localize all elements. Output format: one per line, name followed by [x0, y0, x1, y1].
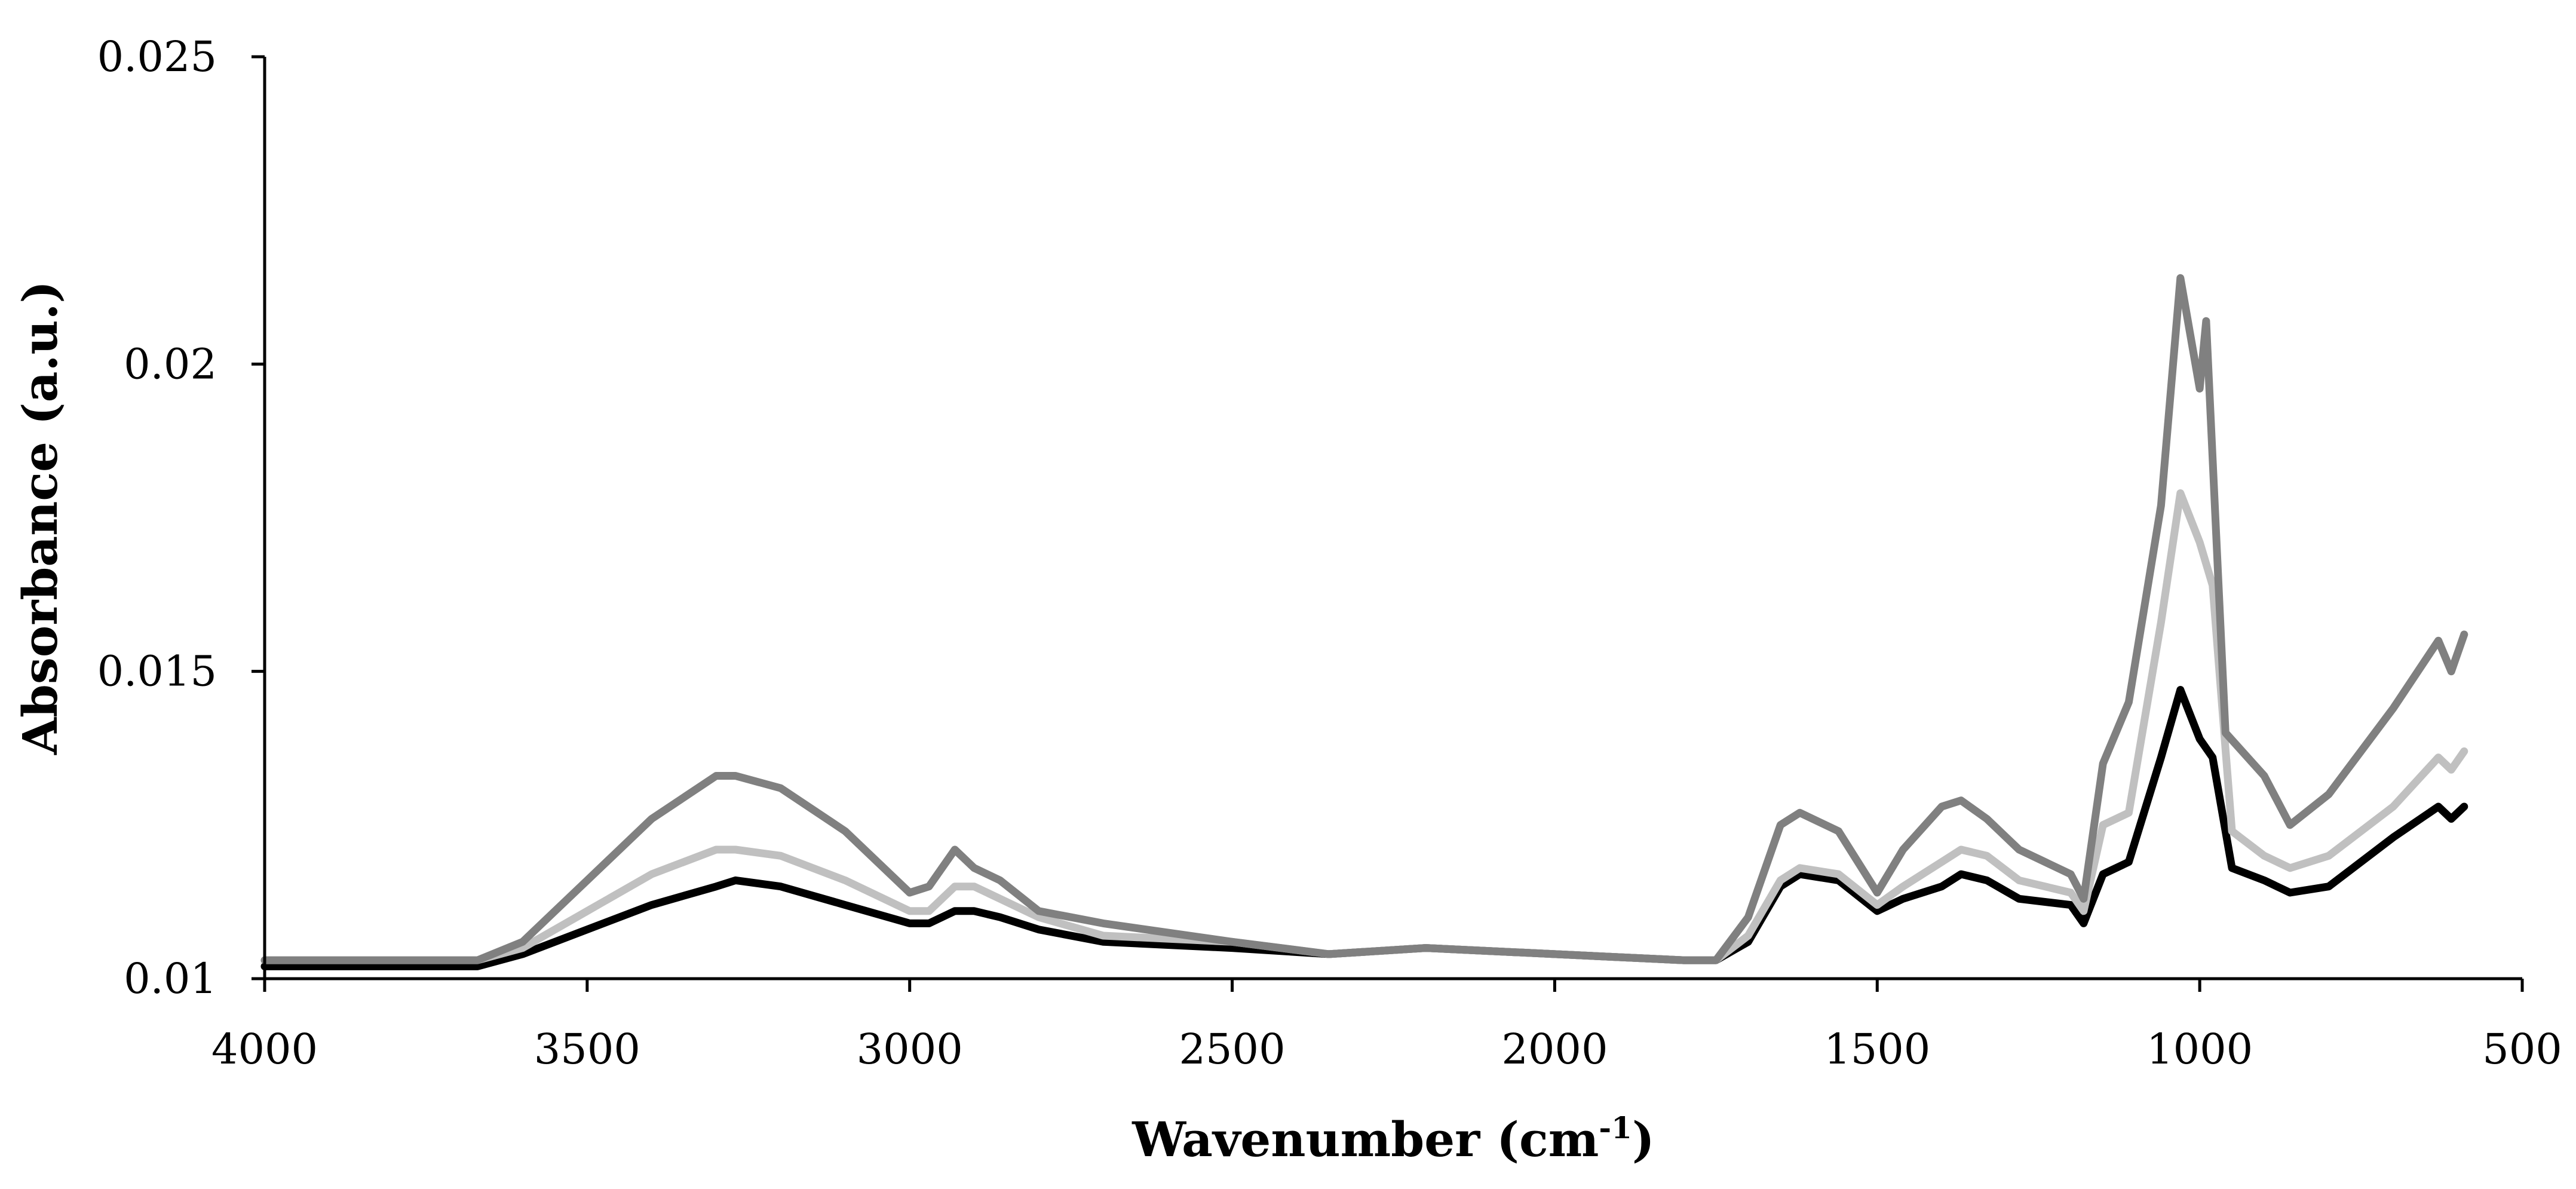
y-tick-label: 0.025	[97, 32, 217, 81]
x-axis-title: Wavenumber (cm-1)	[1131, 1110, 1655, 1167]
y-ticks: 0.01 0.015 0.02 0.025	[97, 32, 265, 1003]
y-tick-label: 0.015	[97, 647, 217, 696]
x-tick-label: 3500	[534, 1025, 640, 1074]
x-ticks: 4000 3500 3000 2500 2000 1500 1000 500	[211, 979, 2562, 1074]
x-tick-label: 2000	[1501, 1025, 1608, 1074]
y-axis-title: Absorbance (a.u.)	[12, 281, 68, 755]
x-tick-label: 1500	[1824, 1025, 1930, 1074]
plot-series	[260, 274, 2468, 970]
x-tick-label: 3000	[857, 1025, 963, 1074]
x-tick-label: 4000	[211, 1025, 318, 1074]
x-tick-label: 2500	[1179, 1025, 1285, 1074]
series-line-1	[260, 686, 2468, 970]
x-axis-title-sup: -1	[1599, 1110, 1632, 1145]
y-tick-label: 0.02	[124, 339, 217, 388]
y-tick-label: 0.01	[124, 954, 217, 1003]
x-tick-label: 500	[2482, 1025, 2562, 1074]
x-axis-title-end: )	[1632, 1111, 1655, 1167]
series-line-2	[260, 489, 2468, 964]
series-line-3	[260, 274, 2468, 964]
x-axis-title-main: Wavenumber (cm	[1131, 1111, 1599, 1167]
x-tick-label: 1000	[2146, 1025, 2253, 1074]
